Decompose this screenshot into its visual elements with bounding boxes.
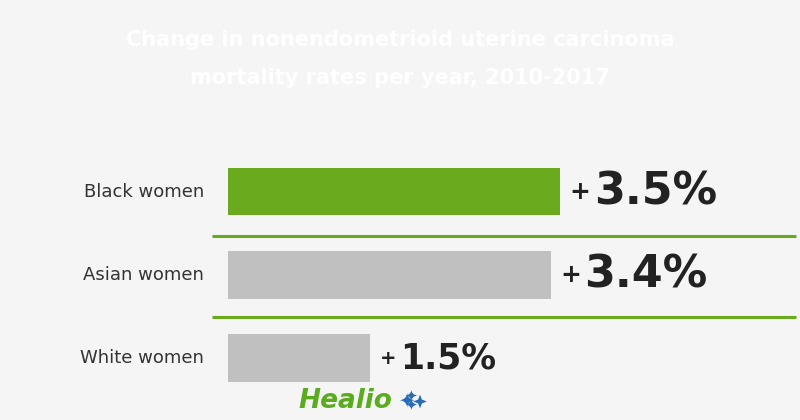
Bar xyxy=(228,334,370,382)
Text: 3.5%: 3.5% xyxy=(594,170,717,213)
Text: ✦: ✦ xyxy=(404,388,417,404)
Text: Asian women: Asian women xyxy=(83,266,204,284)
Text: 3.4%: 3.4% xyxy=(584,253,707,297)
Bar xyxy=(228,168,560,215)
Polygon shape xyxy=(414,395,426,408)
Text: +: + xyxy=(560,263,581,287)
Text: ✦: ✦ xyxy=(404,398,417,413)
Text: 1.5%: 1.5% xyxy=(400,341,496,375)
Text: +: + xyxy=(570,180,590,204)
Text: +: + xyxy=(380,349,396,368)
Text: Healio: Healio xyxy=(298,388,392,415)
Text: Change in nonendometrioid uterine carcinoma: Change in nonendometrioid uterine carcin… xyxy=(126,30,674,50)
Text: mortality rates per year, 2010-2017: mortality rates per year, 2010-2017 xyxy=(190,68,610,88)
Text: White women: White women xyxy=(80,349,204,367)
Bar xyxy=(228,251,550,299)
Text: ✦: ✦ xyxy=(398,391,414,410)
Text: Black women: Black women xyxy=(84,183,204,201)
